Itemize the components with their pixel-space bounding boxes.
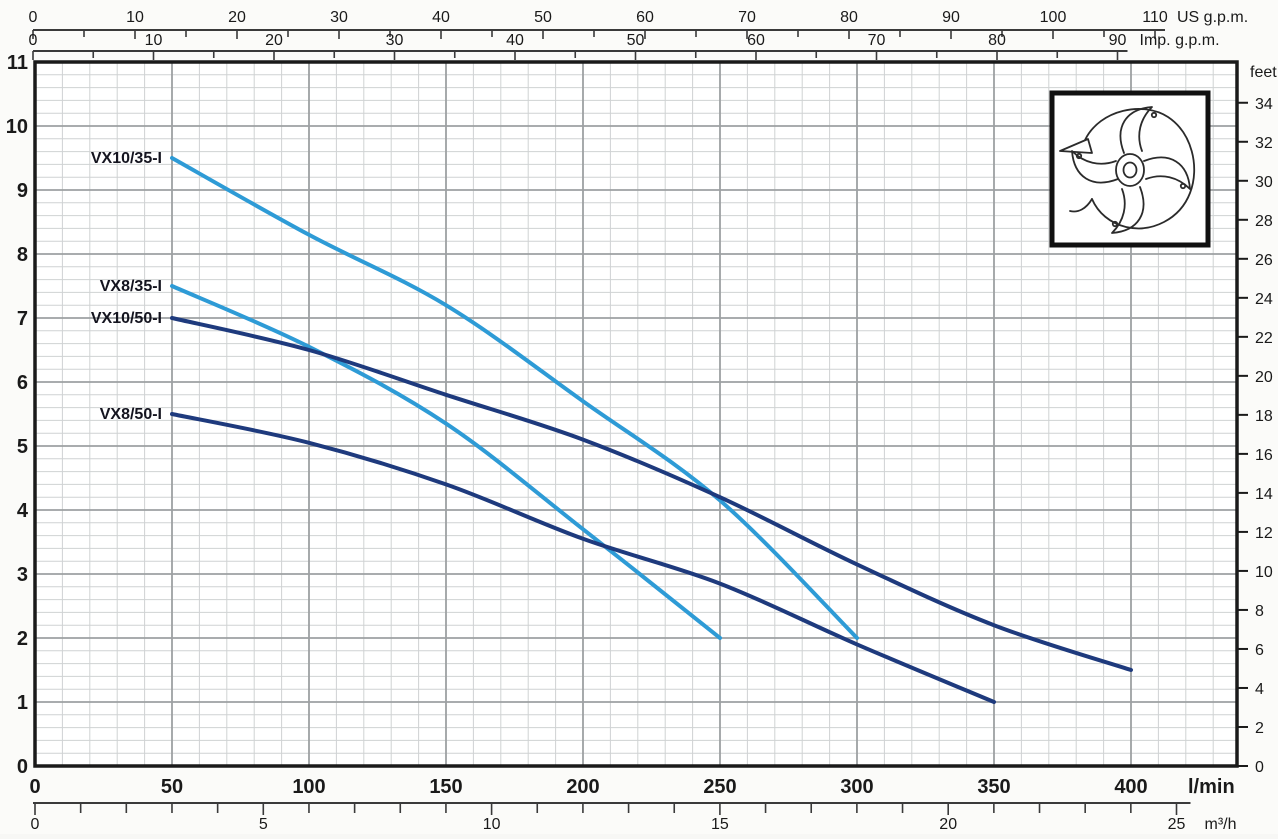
curve-label-vx8-35-i: VX8/35-I [100,278,162,295]
tick-label: 70 [868,32,886,49]
tick-label: 0 [31,816,40,833]
feet-ticks [1237,101,1248,767]
tick-label: 0 [29,9,38,26]
top-axis-us-gpm-line-ticks [32,29,1165,39]
right-axis-unit-label: feet [1250,64,1277,81]
impeller-inset [1049,90,1211,248]
tick-label: 14 [1255,486,1273,503]
tick-label: 50 [161,776,183,798]
tick-label: 300 [840,776,873,798]
tick-label: 2 [1255,720,1264,737]
tick-label: 8 [17,244,28,266]
tick-label: 0 [29,32,38,49]
tick-label: 12 [1255,525,1273,542]
top-axis-imp-gpm-line-ticks [32,50,1128,60]
top-axis-imp-gpm: 0 10 20 30 40 50 60 70 80 90 Imp. g.p.m. [29,32,1220,60]
tick-label: 16 [1255,447,1273,464]
tick-label: 0 [1255,759,1264,776]
impeller-inset-frame [1049,90,1211,248]
tick-label: 10 [6,116,28,138]
tick-label: 2 [17,628,28,650]
tick-label: 28 [1255,213,1273,230]
tick-label: 3 [17,564,28,586]
tick-label: 15 [711,816,729,833]
curve-label-vx10-35-i: VX10/35-I [91,150,162,167]
left-axis-m: 0 1 2 3 4 5 6 7 8 9 10 11 [6,52,29,778]
tick-label: 20 [265,32,283,49]
tick-label: 8 [1255,603,1264,620]
top-axis-us-gpm: 0 10 20 30 40 50 60 70 80 90 100 110 US g.p.m. [29,9,1248,39]
tick-label: 30 [330,9,348,26]
tick-label: 60 [636,9,654,26]
curve-vx10-35-i [170,156,859,640]
tick-label: 90 [942,9,960,26]
tick-label: 32 [1255,135,1273,152]
tick-label: 90 [1109,32,1127,49]
tick-label: 30 [1255,174,1273,191]
tick-label: 20 [228,9,246,26]
m3h-line-ticks [33,802,1191,815]
tick-label: 7 [17,308,28,330]
tick-label: 80 [840,9,858,26]
tick-label: 6 [17,372,28,394]
curve-vx10-50-i [170,316,1133,672]
tick-label: 26 [1255,252,1273,269]
curve-label-vx8-50-i: VX8/50-I [100,406,162,423]
tick-label: 18 [1255,408,1273,425]
grid-minor [35,62,1237,766]
tick-label: 50 [534,9,552,26]
tick-label: 350 [977,776,1010,798]
tick-label: 4 [1255,681,1264,698]
tick-label: 110 [1142,9,1168,26]
tick-label: 400 [1114,776,1147,798]
tick-label: 100 [292,776,325,798]
tick-label: 250 [703,776,736,798]
curve-vx8-35-i [170,284,722,640]
tick-label: 6 [1255,642,1264,659]
tick-label: 5 [259,816,268,833]
tick-label: 70 [738,9,756,26]
top-axis-us-gpm-unit-label: US g.p.m. [1177,9,1248,26]
tick-label: 20 [1255,369,1273,386]
plot-area [35,62,1237,766]
tick-label: 200 [566,776,599,798]
tick-label: 0 [17,756,28,778]
tick-label: 10 [126,9,144,26]
tick-label: 40 [432,9,450,26]
tick-label: 34 [1255,96,1273,113]
grid-major [35,62,1237,766]
bottom-axis-m3h-unit-label: m³/h [1205,816,1237,833]
tick-label: 1 [17,692,28,714]
tick-label: 10 [145,32,163,49]
tick-label: 100 [1040,9,1067,26]
tick-label: 10 [483,816,501,833]
tick-label: 80 [988,32,1006,49]
top-axis-imp-gpm-unit-label: Imp. g.p.m. [1140,32,1220,49]
bottom-axis-m3h: 0 5 10 15 20 25 m³/h [31,802,1237,833]
curve-label-vx10-50-i: VX10/50-I [91,310,162,327]
tick-label: 50 [627,32,645,49]
tick-label: 150 [429,776,462,798]
bottom-axis-lmin: 0 50 100 150 200 250 300 350 400 l/min [29,776,1234,798]
tick-label: 9 [17,180,28,202]
tick-label: 25 [1168,816,1186,833]
tick-label: 40 [506,32,524,49]
tick-label: 22 [1255,330,1273,347]
tick-label: 60 [747,32,765,49]
bottom-axis-lmin-unit-label: l/min [1188,776,1235,798]
tick-label: 4 [17,500,29,522]
tick-label: 0 [29,776,40,798]
pump-curves: VX10/35-I VX8/35-I VX10/50-I VX8/50-I [91,150,1133,704]
tick-label: 30 [386,32,404,49]
tick-label: 24 [1255,291,1273,308]
tick-label: 10 [1255,564,1273,581]
curve-vx8-50-i [170,412,996,704]
impeller-icon [1059,106,1196,234]
tick-label: 11 [7,52,28,74]
tick-label: 20 [939,816,957,833]
tick-label: 5 [17,436,28,458]
